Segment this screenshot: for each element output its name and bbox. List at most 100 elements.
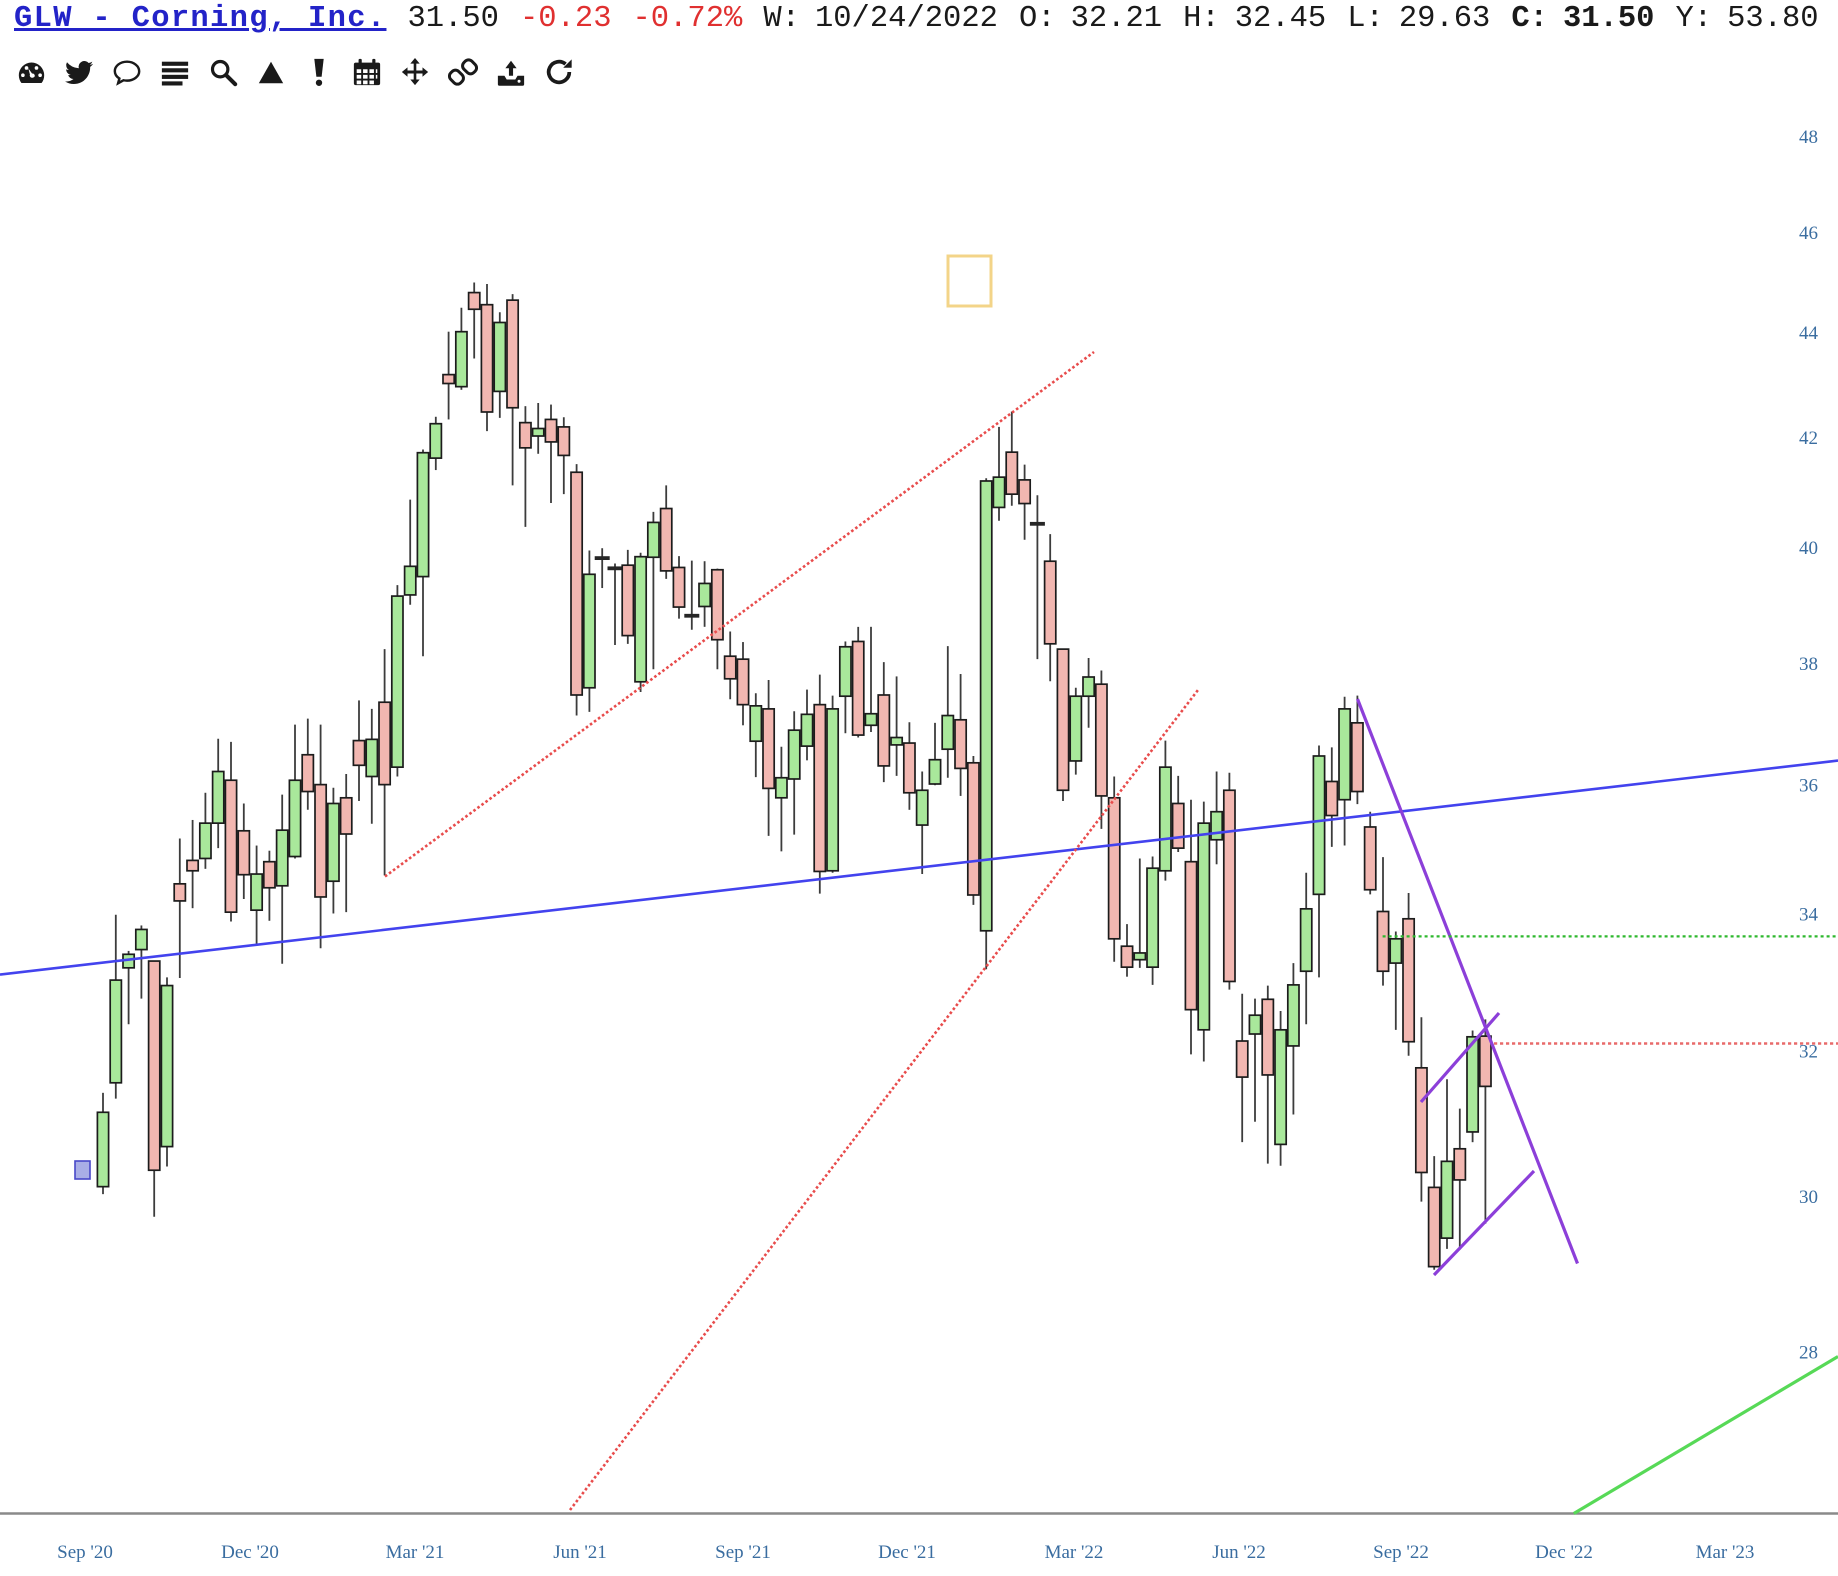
candle[interactable] [493, 312, 507, 418]
candle[interactable] [352, 700, 366, 801]
candle[interactable] [429, 416, 443, 471]
candle[interactable] [314, 724, 328, 949]
candle[interactable] [275, 794, 289, 964]
candle[interactable] [1005, 411, 1019, 506]
candle[interactable] [1056, 648, 1070, 801]
candle[interactable] [1350, 695, 1364, 805]
candle[interactable] [1082, 657, 1096, 728]
candle[interactable] [173, 838, 187, 979]
move-icon[interactable] [400, 57, 430, 87]
candle[interactable] [122, 950, 136, 1025]
candle[interactable] [723, 631, 737, 700]
candle[interactable] [1402, 893, 1416, 1056]
list-icon[interactable] [160, 57, 190, 87]
candle[interactable] [1210, 771, 1224, 865]
candle[interactable] [774, 746, 788, 852]
candle[interactable] [1312, 745, 1326, 978]
candle[interactable] [1043, 534, 1057, 682]
candle[interactable] [326, 787, 340, 914]
candle[interactable] [557, 417, 571, 495]
candle[interactable] [813, 674, 827, 894]
candle[interactable] [659, 485, 673, 579]
candle[interactable] [301, 718, 315, 810]
candle[interactable] [442, 331, 456, 420]
candle[interactable] [1094, 670, 1108, 829]
candle[interactable] [1171, 775, 1185, 852]
purple-channel-upper[interactable] [1419, 1011, 1501, 1104]
candle[interactable] [1338, 696, 1352, 846]
candle[interactable] [570, 464, 584, 716]
alert-icon[interactable] [304, 57, 334, 87]
candle[interactable] [621, 549, 635, 644]
candle[interactable] [1274, 1011, 1288, 1166]
candle[interactable] [966, 755, 980, 905]
candle[interactable] [390, 585, 404, 777]
calendar-icon[interactable] [352, 57, 382, 87]
candle[interactable] [134, 925, 148, 999]
candle[interactable] [672, 556, 686, 619]
candle[interactable] [838, 641, 852, 734]
candle[interactable] [594, 548, 610, 589]
candle[interactable] [1107, 776, 1121, 962]
candle[interactable] [1427, 1156, 1441, 1270]
blue-trendline[interactable] [0, 759, 1838, 976]
candle[interactable] [1376, 857, 1390, 986]
candle[interactable] [1235, 993, 1249, 1143]
candle[interactable] [531, 402, 545, 454]
candle[interactable] [1286, 963, 1300, 1115]
candle[interactable] [262, 850, 276, 921]
candle[interactable] [339, 773, 353, 913]
refresh-icon[interactable] [544, 57, 574, 87]
candle[interactable] [147, 960, 161, 1217]
candle[interactable] [800, 689, 814, 761]
candle[interactable] [646, 511, 660, 670]
candle[interactable] [1248, 998, 1262, 1122]
candle[interactable] [1029, 495, 1045, 660]
candle[interactable] [915, 771, 929, 875]
candle[interactable] [582, 550, 596, 712]
candle[interactable] [1133, 858, 1147, 968]
candle[interactable] [979, 478, 993, 970]
zoom-icon[interactable] [208, 57, 238, 87]
candle[interactable] [250, 845, 264, 945]
candle[interactable] [1120, 924, 1134, 977]
candle[interactable] [186, 819, 200, 909]
candle[interactable] [480, 284, 494, 432]
candle[interactable] [1466, 1030, 1480, 1143]
candle[interactable] [877, 662, 891, 783]
candle[interactable] [506, 294, 520, 486]
candle[interactable] [403, 499, 417, 605]
link-icon[interactable] [448, 57, 478, 87]
candle[interactable] [96, 1092, 110, 1195]
candle[interactable] [634, 552, 648, 692]
candle[interactable] [787, 711, 801, 835]
candle[interactable] [109, 914, 123, 1099]
candle[interactable] [518, 406, 532, 527]
candle[interactable] [237, 803, 251, 899]
candle[interactable] [1440, 1079, 1454, 1249]
candle[interactable] [1158, 740, 1172, 881]
candle[interactable] [160, 977, 174, 1167]
candle[interactable] [851, 626, 865, 738]
candle[interactable] [684, 560, 700, 630]
candle[interactable] [762, 679, 776, 836]
triangle-icon[interactable] [256, 57, 286, 87]
candle[interactable] [211, 738, 225, 849]
candle[interactable] [928, 722, 942, 786]
candle[interactable] [1184, 799, 1198, 1055]
candle[interactable] [1146, 856, 1160, 985]
candle[interactable] [224, 741, 238, 922]
candle[interactable] [198, 792, 212, 869]
candle[interactable] [710, 568, 724, 670]
candle[interactable] [454, 307, 468, 390]
blue-annotation-handle[interactable] [74, 1160, 91, 1180]
orange-annotation-box[interactable] [946, 254, 993, 308]
ticker-link[interactable]: GLW - Corning, Inc. [14, 2, 387, 36]
candle[interactable] [607, 563, 623, 645]
candle[interactable] [1478, 1019, 1492, 1224]
candle[interactable] [1414, 1017, 1428, 1202]
comment-icon[interactable] [112, 57, 142, 87]
candle[interactable] [749, 693, 763, 778]
candle[interactable] [1325, 747, 1339, 847]
